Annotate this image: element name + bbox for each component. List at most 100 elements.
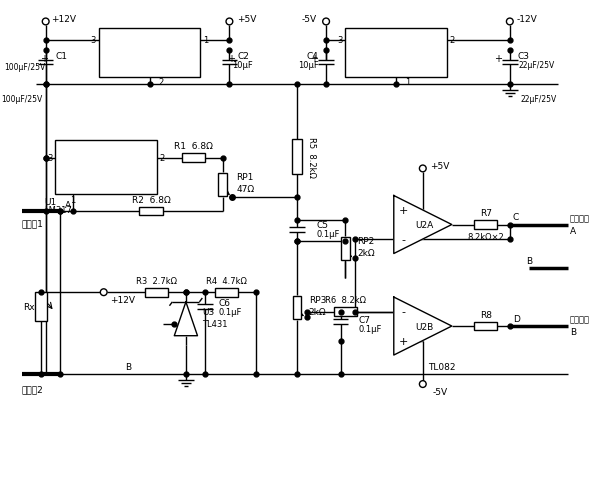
Text: 2kΩ: 2kΩ <box>357 249 375 257</box>
Text: C1: C1 <box>55 52 67 60</box>
Text: R5  8.2kΩ: R5 8.2kΩ <box>307 137 316 178</box>
Text: +12V: +12V <box>50 15 75 24</box>
Circle shape <box>507 19 513 26</box>
Text: G: G <box>393 63 400 72</box>
Text: U5  79L05: U5 79L05 <box>371 34 421 44</box>
Text: -: - <box>402 307 406 317</box>
Circle shape <box>226 19 233 26</box>
Text: LM317: LM317 <box>44 205 72 214</box>
Text: +: + <box>399 205 408 216</box>
Text: U1: U1 <box>44 197 56 206</box>
Text: C2: C2 <box>237 52 249 60</box>
Polygon shape <box>394 196 452 254</box>
Text: U4  78L05: U4 78L05 <box>125 34 175 44</box>
Text: OUT: OUT <box>353 49 372 58</box>
Text: OUT: OUT <box>173 49 192 58</box>
Text: -5V: -5V <box>432 387 448 396</box>
Text: 3: 3 <box>337 36 342 45</box>
Text: 1: 1 <box>203 36 208 45</box>
Text: Rx: Rx <box>23 302 35 312</box>
Text: 0.1μF: 0.1μF <box>317 229 340 238</box>
Text: +: + <box>228 54 235 64</box>
Text: 10μF: 10μF <box>298 60 319 69</box>
Text: RP1: RP1 <box>236 173 254 182</box>
Text: +: + <box>311 54 318 64</box>
Text: 0.1μF: 0.1μF <box>219 307 242 316</box>
Text: +5V: +5V <box>431 162 450 171</box>
Bar <box>140 207 163 216</box>
Text: 22μF/25V: 22μF/25V <box>519 60 555 69</box>
Text: 8.2kΩ×2: 8.2kΩ×2 <box>467 232 504 241</box>
Text: 1: 1 <box>70 195 75 204</box>
Text: B: B <box>125 362 131 372</box>
Text: 2: 2 <box>449 36 454 45</box>
Text: RP2: RP2 <box>357 237 374 246</box>
Text: R1  6.8Ω: R1 6.8Ω <box>174 142 213 150</box>
Text: A: A <box>570 227 576 235</box>
Text: 3: 3 <box>47 154 52 163</box>
Polygon shape <box>394 298 452 355</box>
Bar <box>292 140 302 175</box>
Text: +: + <box>494 54 502 64</box>
Text: -5V: -5V <box>301 15 316 24</box>
Bar <box>346 29 447 77</box>
Text: U3: U3 <box>203 307 214 316</box>
Text: R6  8.2kΩ: R6 8.2kΩ <box>325 296 366 305</box>
Text: 0.1μF: 0.1μF <box>358 325 381 334</box>
Text: 2: 2 <box>159 78 164 87</box>
Text: 47Ω: 47Ω <box>236 184 254 193</box>
Text: C3: C3 <box>517 52 529 60</box>
Text: IN: IN <box>425 49 434 58</box>
Text: U2B: U2B <box>416 322 434 331</box>
Text: 万用表笔: 万用表笔 <box>570 315 590 324</box>
Polygon shape <box>174 302 197 336</box>
Text: U2A: U2A <box>416 220 434 229</box>
Text: R: R <box>103 168 109 177</box>
Bar <box>55 141 157 194</box>
Circle shape <box>419 166 426 172</box>
Text: +5V: +5V <box>237 15 257 24</box>
Text: TL082: TL082 <box>428 362 456 372</box>
Text: 2kΩ: 2kΩ <box>309 307 326 316</box>
Bar <box>341 238 350 261</box>
Text: OUT: OUT <box>128 154 147 163</box>
Bar <box>99 29 200 77</box>
Text: C5: C5 <box>317 220 328 229</box>
Text: 100μF/25V: 100μF/25V <box>1 95 42 104</box>
Text: TL431: TL431 <box>203 320 228 328</box>
Text: IN: IN <box>68 154 77 163</box>
Text: -12V: -12V <box>517 15 538 24</box>
Text: B: B <box>570 328 576 336</box>
Text: B: B <box>526 256 532 265</box>
Text: 测试笔2: 测试笔2 <box>21 384 43 394</box>
Bar <box>474 221 497 229</box>
Text: R8: R8 <box>479 310 492 319</box>
Text: 10μF: 10μF <box>233 60 253 69</box>
Bar <box>35 293 47 322</box>
Text: +: + <box>399 336 408 346</box>
Text: 万用表笔: 万用表笔 <box>570 214 590 223</box>
Text: C7: C7 <box>358 315 370 324</box>
Bar <box>146 288 169 297</box>
Text: 100μF/25V: 100μF/25V <box>4 63 45 72</box>
Bar <box>334 308 357 316</box>
Text: 22μF/25V: 22μF/25V <box>521 95 557 104</box>
Text: C: C <box>513 213 519 222</box>
Text: R4  4.7kΩ: R4 4.7kΩ <box>206 276 247 286</box>
Circle shape <box>419 381 426 388</box>
Text: 测试笔1: 测试笔1 <box>21 218 43 228</box>
Bar <box>474 322 497 331</box>
Circle shape <box>100 289 107 296</box>
Bar <box>218 173 227 197</box>
Text: R2  6.8Ω: R2 6.8Ω <box>132 195 170 204</box>
Text: RP3: RP3 <box>309 296 326 305</box>
Text: +12V: +12V <box>110 296 135 305</box>
Text: 3: 3 <box>90 36 96 45</box>
Text: A: A <box>65 200 71 209</box>
Circle shape <box>323 19 330 26</box>
Text: 1: 1 <box>405 78 410 87</box>
Text: +: + <box>40 54 48 64</box>
Text: D: D <box>513 314 520 323</box>
Text: C6: C6 <box>219 299 230 308</box>
Text: G: G <box>146 63 153 72</box>
